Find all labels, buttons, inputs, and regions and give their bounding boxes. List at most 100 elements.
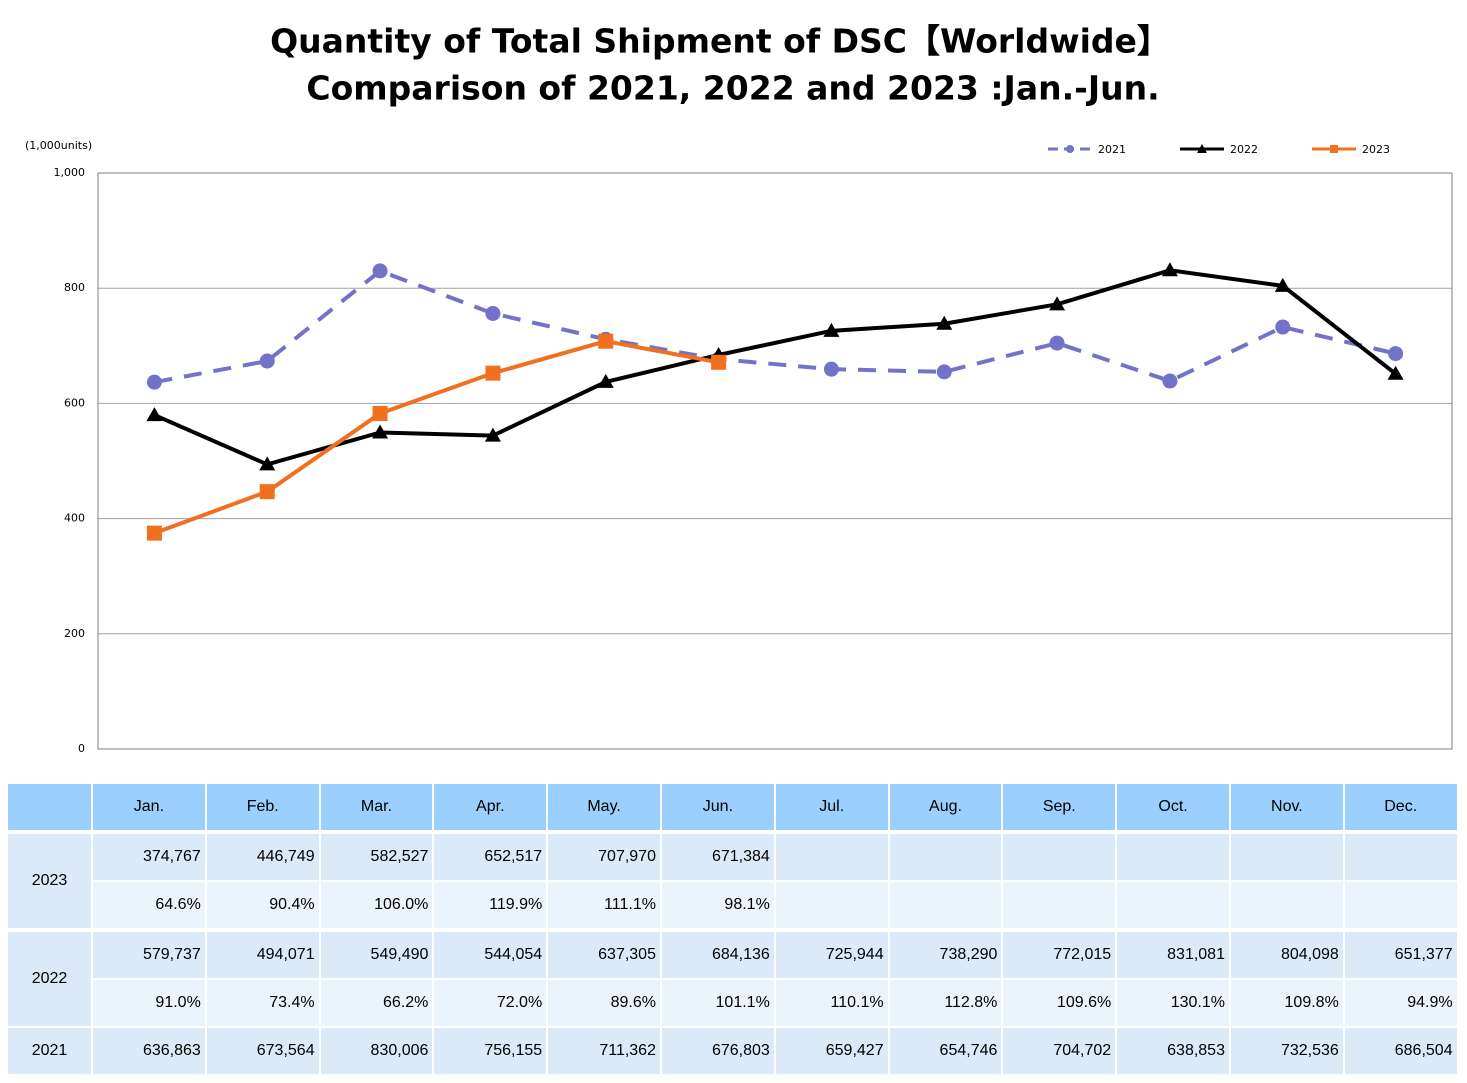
ratio-cell: 101.1% (662, 980, 774, 1026)
legend-marker (1330, 145, 1338, 153)
ratio-cell: 91.0% (93, 980, 205, 1026)
ratio-cell: 64.6% (93, 882, 205, 928)
point-marker (1387, 365, 1404, 380)
ratio-cell: 109.6% (1003, 980, 1116, 1026)
ratio-cell: 109.8% (1231, 980, 1343, 1026)
point-marker (1274, 277, 1291, 292)
point-marker (146, 525, 162, 541)
y-tick-label: 200 (64, 627, 85, 640)
point-marker (146, 374, 162, 390)
legend-marker (1197, 144, 1207, 153)
value-cell: 374,767 (93, 834, 205, 880)
point-marker (711, 354, 727, 370)
value-cell: 579,737 (93, 932, 205, 978)
value-cell: 446,749 (206, 834, 319, 880)
point-marker (823, 322, 840, 337)
table-header: Oct. (1117, 784, 1229, 830)
table-header: Sep. (1003, 784, 1116, 830)
chart-subtitle: Comparison of 2021, 2022 and 2023 :Jan.-… (306, 69, 1159, 108)
point-marker (146, 407, 163, 422)
point-marker (372, 405, 388, 421)
point-marker (598, 333, 614, 349)
ratio-cell (1003, 882, 1116, 928)
series-line (153, 339, 719, 536)
value-cell: 831,081 (1117, 932, 1229, 978)
point-marker (1388, 346, 1404, 362)
value-cell (1003, 834, 1116, 880)
value-cell: 704,702 (1003, 1028, 1116, 1074)
value-cell: 637,305 (548, 932, 660, 978)
plot-border (97, 172, 1453, 750)
point-marker (1161, 262, 1178, 277)
value-cell: 544,054 (434, 932, 547, 978)
ratio-cell (775, 882, 888, 928)
ratio-cell (1344, 882, 1457, 928)
point-marker (259, 353, 275, 369)
table-header: Nov. (1231, 784, 1343, 830)
ratio-cell: 111.1% (548, 882, 660, 928)
series-line (153, 268, 1397, 467)
row-label: 2021 (8, 1028, 91, 1074)
value-cell: 582,527 (320, 834, 433, 880)
point-marker (1049, 296, 1066, 311)
y-tick-label: 600 (64, 396, 85, 409)
value-cell (775, 834, 888, 880)
point-marker (1049, 335, 1065, 351)
ratio-cell: 72.0% (434, 980, 547, 1026)
y-tick-label: 0 (78, 742, 85, 755)
ratio-cell: 119.9% (434, 882, 547, 928)
table-header-corner (8, 784, 91, 830)
ratio-cell: 130.1% (1117, 980, 1229, 1026)
point-marker (259, 456, 276, 471)
table-header: Feb. (206, 784, 319, 830)
point-marker (485, 305, 501, 321)
ratio-cell: 90.4% (206, 882, 319, 928)
value-cell: 732,536 (1231, 1028, 1343, 1074)
point-marker (1162, 373, 1178, 389)
point-marker (597, 373, 614, 388)
y-tick-label: 400 (64, 512, 85, 525)
table-header: Jul. (775, 784, 888, 830)
chart: Quantity of Total Shipment of DSC【Worldw… (25, 22, 1453, 755)
ratio-cell: 73.4% (206, 980, 319, 1026)
table-header: Jun. (662, 784, 774, 830)
value-cell: 686,504 (1344, 1028, 1457, 1074)
value-cell: 638,853 (1117, 1028, 1229, 1074)
value-cell: 654,746 (889, 1028, 1002, 1074)
point-marker (936, 364, 952, 380)
ratio-cell: 112.8% (889, 980, 1002, 1026)
ratio-cell: 106.0% (320, 882, 433, 928)
value-cell: 738,290 (889, 932, 1002, 978)
value-cell (1231, 834, 1343, 880)
value-cell: 673,564 (206, 1028, 319, 1074)
ratio-cell (1231, 882, 1343, 928)
row-label: 2022 (8, 932, 91, 1026)
legend-marker (1066, 145, 1074, 153)
value-cell: 830,006 (320, 1028, 433, 1074)
point-marker (259, 484, 275, 500)
row-label: 2023 (8, 834, 91, 928)
table-header: Dec. (1344, 784, 1457, 830)
value-cell: 772,015 (1003, 932, 1116, 978)
value-cell: 671,384 (662, 834, 774, 880)
point-marker (372, 263, 388, 279)
value-cell (1344, 834, 1457, 880)
value-cell: 711,362 (548, 1028, 660, 1074)
value-cell: 804,098 (1231, 932, 1343, 978)
value-cell: 756,155 (434, 1028, 547, 1074)
series-line (154, 268, 1397, 385)
ratio-cell: 89.6% (548, 980, 660, 1026)
point-marker (484, 427, 501, 442)
value-cell: 651,377 (1344, 932, 1457, 978)
legend-label: 2021 (1098, 143, 1126, 156)
value-cell: 707,970 (548, 834, 660, 880)
value-cell: 636,863 (93, 1028, 205, 1074)
value-cell: 725,944 (775, 932, 888, 978)
value-cell: 549,490 (320, 932, 433, 978)
point-marker (936, 315, 953, 330)
ratio-cell: 94.9% (1344, 980, 1457, 1026)
table-header: May. (548, 784, 660, 830)
point-marker (1275, 319, 1291, 335)
legend-label: 2023 (1362, 143, 1390, 156)
